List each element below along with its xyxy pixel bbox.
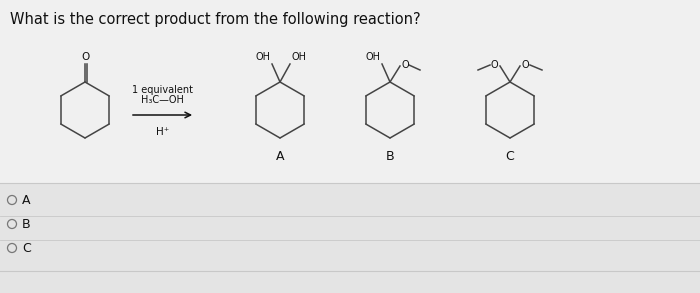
Text: B: B (22, 217, 31, 231)
Text: 1 equivalent: 1 equivalent (132, 85, 193, 95)
Text: What is the correct product from the following reaction?: What is the correct product from the fol… (10, 12, 421, 27)
Text: OH: OH (292, 52, 307, 62)
Text: O: O (491, 60, 498, 70)
Text: O: O (401, 60, 409, 70)
Text: A: A (22, 193, 31, 207)
Text: C: C (505, 150, 514, 163)
Text: O: O (82, 52, 90, 62)
FancyBboxPatch shape (0, 183, 700, 293)
Text: C: C (22, 241, 31, 255)
Text: H₃C—OH: H₃C—OH (141, 95, 184, 105)
Text: H⁺: H⁺ (156, 127, 169, 137)
Text: OH: OH (255, 52, 270, 62)
Text: B: B (386, 150, 394, 163)
Text: OH: OH (365, 52, 380, 62)
Text: O: O (522, 60, 530, 70)
Text: A: A (276, 150, 284, 163)
